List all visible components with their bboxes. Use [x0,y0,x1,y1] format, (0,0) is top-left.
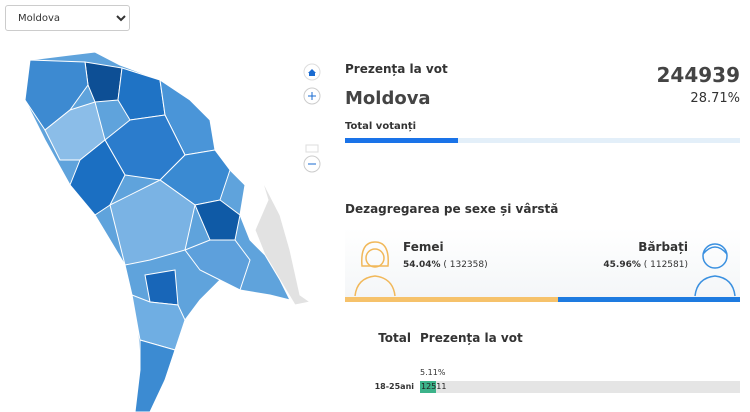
women-label: Femei [403,240,444,254]
age-percent: 5.11% [420,368,446,377]
gender-panel [345,228,740,298]
age-total: 12511 [421,382,447,391]
age-track: 12511 [420,381,740,393]
home-icon [308,69,316,76]
map-controls [303,63,321,173]
total-votes: 244939 [656,63,741,87]
women-stats: 54.04% ( 132358) [403,260,488,270]
map-region [134,339,176,412]
map-region [117,67,166,121]
men-bar [558,297,740,302]
turnout-track [345,138,740,143]
turnout-percent: 28.71% [690,91,740,106]
turnout-bar [345,138,459,143]
man-icon [694,243,736,297]
region-select[interactable]: Moldova [5,5,130,31]
woman-icon [354,241,396,297]
gender-title: Dezagregarea pe sexe și vârstă [345,202,559,216]
age-header-total: Total [378,331,411,345]
men-label: Bărbați [638,240,688,254]
men-percent: 45.96% [603,260,641,270]
women-bar [345,297,559,302]
map-region [184,239,251,291]
age-group: 18-25ani [374,382,414,391]
summary-title: Prezența la vot [345,62,448,76]
age-header-turnout: Prezența la vot [420,331,523,345]
bar-label: Total votanți [345,121,417,132]
men-stats: 45.96% ( 112581) [603,260,688,270]
region-name: Moldova [345,88,431,109]
map-region [144,269,179,306]
map-region [194,199,241,241]
women-count: ( 132358) [443,260,488,270]
plus-icon [308,92,316,100]
zoom-slider[interactable] [305,144,319,153]
women-percent: 54.04% [403,260,441,270]
age-bar [420,381,437,393]
map [24,51,312,412]
gender-bar [345,297,740,302]
men-count: ( 112581) [643,260,688,270]
